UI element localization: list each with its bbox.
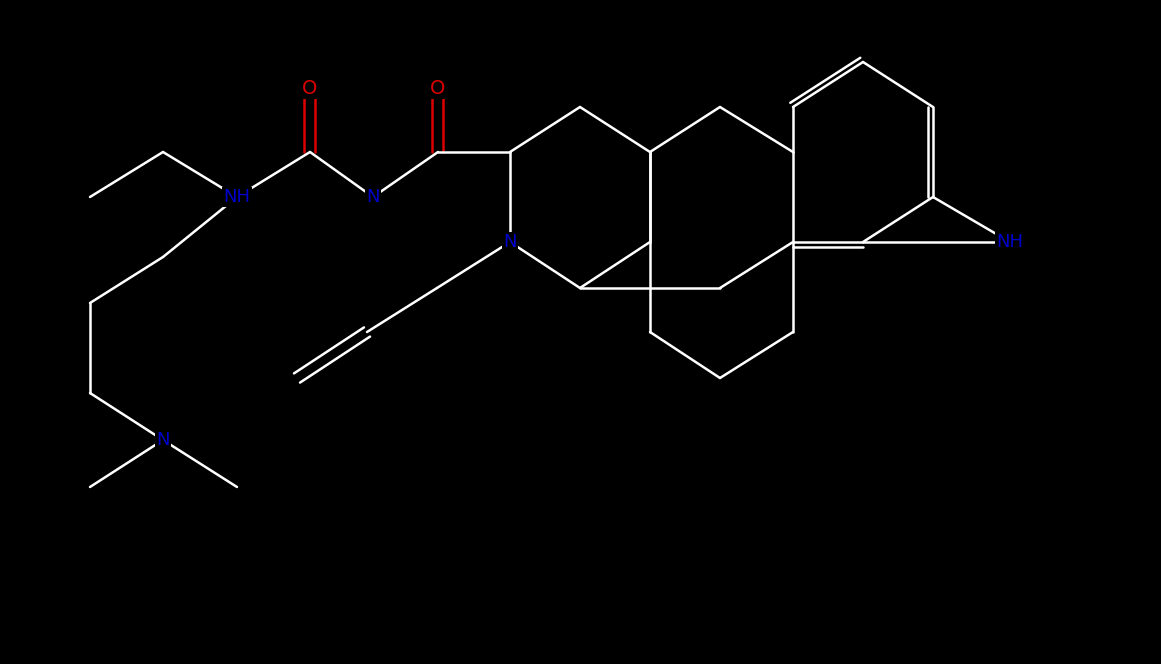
Text: N: N bbox=[503, 233, 517, 251]
Text: N: N bbox=[366, 188, 380, 206]
Text: O: O bbox=[302, 78, 318, 98]
Text: N: N bbox=[157, 431, 170, 449]
Text: NH: NH bbox=[224, 188, 251, 206]
Text: NH: NH bbox=[996, 233, 1024, 251]
Text: O: O bbox=[431, 78, 446, 98]
